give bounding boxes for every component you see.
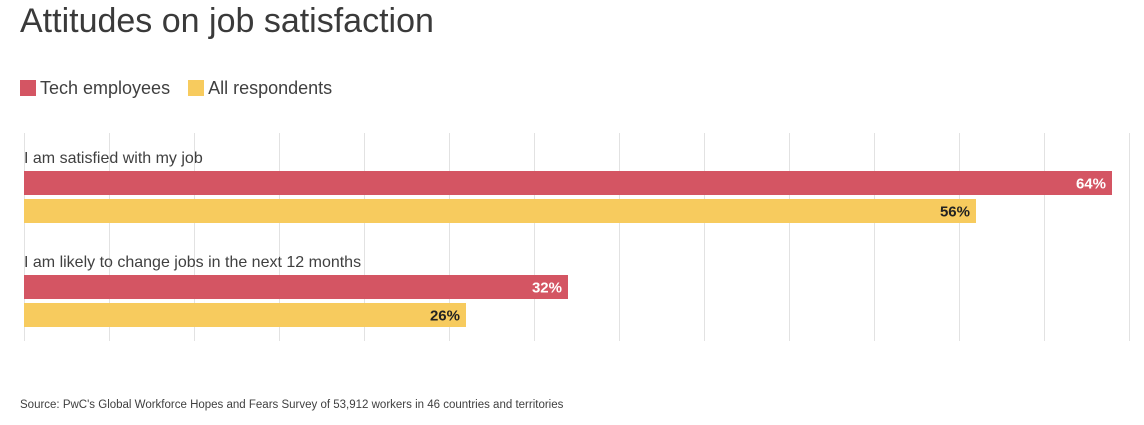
bar-1-0 [24, 275, 568, 299]
source-note: Source: PwC's Global Workforce Hopes and… [20, 399, 564, 411]
category-label-0: I am satisfied with my job [24, 150, 203, 167]
value-label-1-1: 26% [430, 308, 460, 325]
bar-0-0 [24, 171, 1112, 195]
legend-item-all-respondents: All respondents [188, 78, 332, 99]
legend-swatch-all-respondents [188, 80, 205, 96]
bar-1-1 [24, 303, 466, 327]
value-label-0-0: 64% [1076, 176, 1106, 193]
legend-label-all-respondents: All respondents [208, 77, 333, 98]
value-label-0-1: 56% [940, 204, 970, 221]
category-label-1: I am likely to change jobs in the next 1… [24, 254, 361, 271]
legend: Tech employees All respondents [20, 78, 350, 98]
legend-swatch-tech-employees [20, 80, 36, 96]
chart-title: Attitudes on job satisfaction [20, 2, 434, 40]
legend-item-tech-employees: Tech employees [20, 78, 170, 99]
value-label-1-0: 32% [532, 280, 562, 297]
legend-label-tech-employees: Tech employees [40, 77, 171, 98]
bar-0-1 [24, 199, 976, 223]
